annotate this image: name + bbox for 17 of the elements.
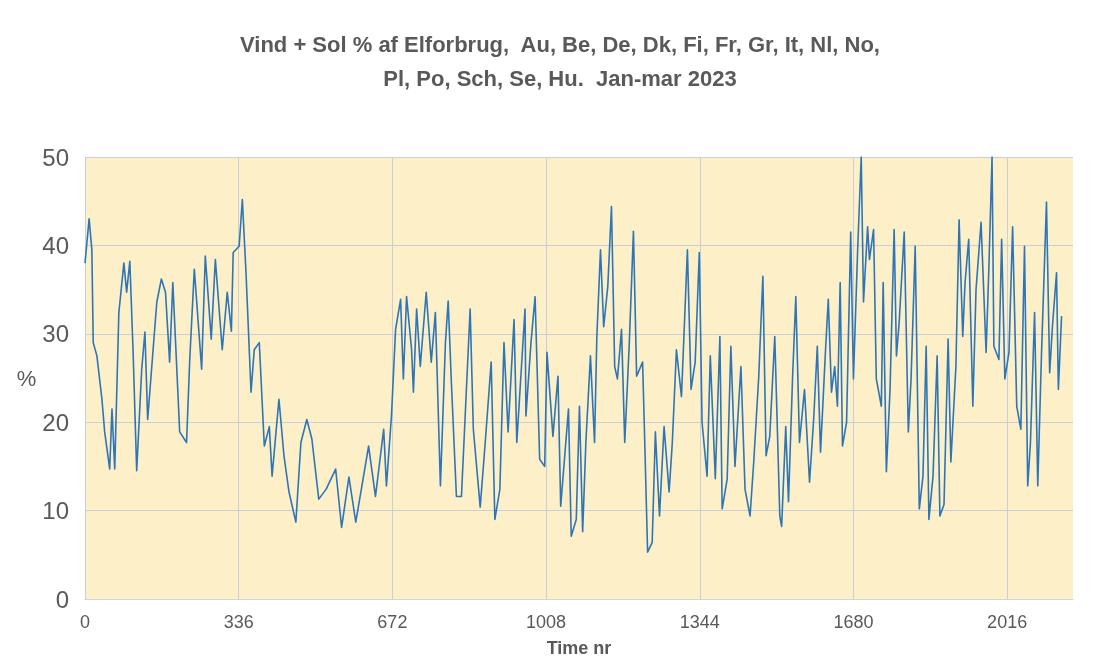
y-tick-label: 10	[42, 497, 69, 525]
y-tick-label: 30	[42, 320, 69, 348]
y-tick-label: 40	[42, 231, 69, 259]
x-tick-label: 336	[223, 612, 254, 632]
y-axis-title: %	[16, 365, 37, 391]
x-tick-label: 2016	[987, 612, 1028, 632]
y-tick-label: 20	[42, 408, 69, 436]
chart-title: Vind + Sol % af Elforbrug, Au, Be, De, Dk, Fi, Fr, Gr, It, Nl, No, Pl, Po, Sch, Se, Hu. Jan-mar 2023	[240, 31, 880, 91]
line-series	[84, 156, 1063, 553]
x-tick-label: 672	[377, 612, 408, 632]
x-tick-label: 1344	[679, 612, 720, 632]
y-tick-label: 0	[55, 585, 69, 613]
x-tick-label: 1680	[833, 612, 874, 632]
x-tick-label: 1008	[526, 612, 567, 632]
x-tick-label: 0	[79, 612, 91, 632]
x-axis-title: Time nr	[546, 638, 612, 658]
y-tick-label: 50	[42, 143, 69, 171]
